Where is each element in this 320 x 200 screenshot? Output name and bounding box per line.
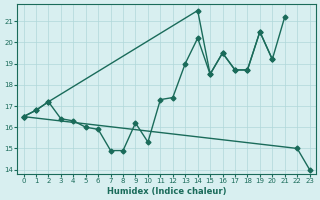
X-axis label: Humidex (Indice chaleur): Humidex (Indice chaleur) bbox=[107, 187, 226, 196]
